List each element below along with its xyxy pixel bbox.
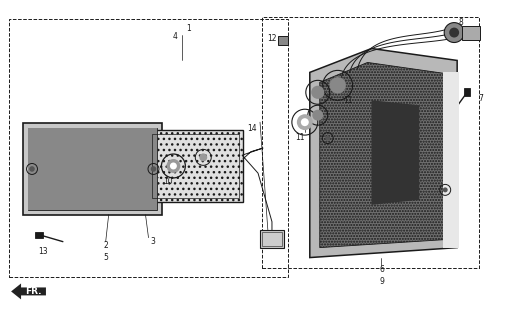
Circle shape: [301, 118, 309, 126]
Bar: [28, 128, 157, 210]
Bar: [464, 88, 470, 96]
Bar: [462, 26, 480, 40]
Text: 14: 14: [247, 124, 257, 132]
Text: 3: 3: [150, 237, 155, 246]
Bar: [443, 72, 459, 248]
Text: 12: 12: [267, 34, 277, 43]
Bar: [278, 36, 288, 45]
Text: 10: 10: [164, 177, 173, 187]
Circle shape: [297, 114, 313, 130]
Circle shape: [312, 110, 323, 121]
Circle shape: [325, 136, 330, 140]
Text: 13: 13: [38, 247, 48, 256]
Bar: [23, 123, 163, 215]
Polygon shape: [310, 49, 457, 258]
Bar: [260, 230, 284, 248]
Text: 6: 6: [379, 265, 384, 274]
Text: 2: 2: [103, 241, 108, 250]
Text: 7: 7: [479, 94, 483, 103]
Circle shape: [329, 77, 346, 93]
Text: 1: 1: [186, 24, 191, 33]
Circle shape: [150, 166, 156, 172]
Polygon shape: [11, 284, 46, 300]
Polygon shape: [371, 100, 419, 205]
Circle shape: [199, 153, 207, 161]
Circle shape: [311, 86, 325, 99]
Text: 11: 11: [295, 132, 305, 141]
Bar: [262, 17, 479, 268]
Circle shape: [29, 166, 35, 172]
Text: 11: 11: [343, 96, 352, 105]
Text: FR.: FR.: [25, 287, 42, 296]
Circle shape: [449, 28, 459, 37]
Bar: [35, 232, 43, 238]
Bar: [153, 134, 239, 198]
Bar: [28, 128, 157, 210]
Polygon shape: [320, 62, 444, 248]
Text: 4: 4: [173, 32, 178, 41]
Bar: [148, 130, 243, 202]
Circle shape: [170, 163, 177, 170]
Circle shape: [443, 188, 448, 192]
Bar: [9, 19, 288, 277]
Circle shape: [166, 159, 180, 173]
Text: 8: 8: [459, 18, 463, 27]
Circle shape: [444, 23, 464, 43]
Text: 5: 5: [103, 253, 108, 262]
Text: 9: 9: [379, 277, 384, 286]
Bar: [262, 232, 282, 246]
